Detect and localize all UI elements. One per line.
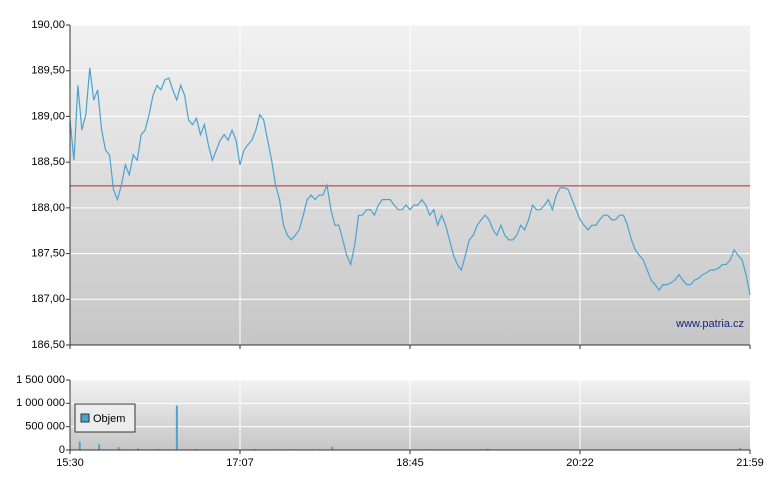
y-tick-label: 187,50 xyxy=(31,247,65,259)
volume-bar xyxy=(175,405,178,450)
y-tick-label: 189,50 xyxy=(31,65,65,77)
watermark: www.patria.cz xyxy=(675,318,744,330)
volume-bar xyxy=(486,448,489,450)
y-tick-label: 187,00 xyxy=(31,293,65,305)
x-tick-label: 21:59 xyxy=(736,457,764,469)
y-tick-label: 1 500 000 xyxy=(16,374,65,386)
volume-bar xyxy=(137,448,139,450)
y-tick-label: 188,50 xyxy=(31,156,65,168)
y-tick-label: 1 000 000 xyxy=(16,397,65,409)
x-tick-label: 20:22 xyxy=(566,457,594,469)
y-tick-label: 0 xyxy=(59,444,65,456)
y-tick-label: 189,00 xyxy=(31,110,65,122)
y-tick-label: 186,50 xyxy=(31,339,65,351)
y-tick-label: 190,00 xyxy=(31,19,65,31)
price-line xyxy=(69,67,751,295)
legend-label: Objem xyxy=(93,413,125,425)
volume-bar xyxy=(739,448,742,450)
y-tick-label: 500 000 xyxy=(25,421,65,433)
volume-bar xyxy=(117,447,120,450)
x-tick-label: 18:45 xyxy=(396,457,424,469)
x-tick-label: 17:07 xyxy=(226,457,254,469)
legend-swatch xyxy=(80,413,90,423)
volume-bar xyxy=(98,444,101,450)
volume-bar xyxy=(331,446,334,450)
volume-bar xyxy=(78,441,81,450)
x-tick-label: 15:30 xyxy=(56,457,84,469)
y-tick-label: 188,00 xyxy=(31,202,65,214)
